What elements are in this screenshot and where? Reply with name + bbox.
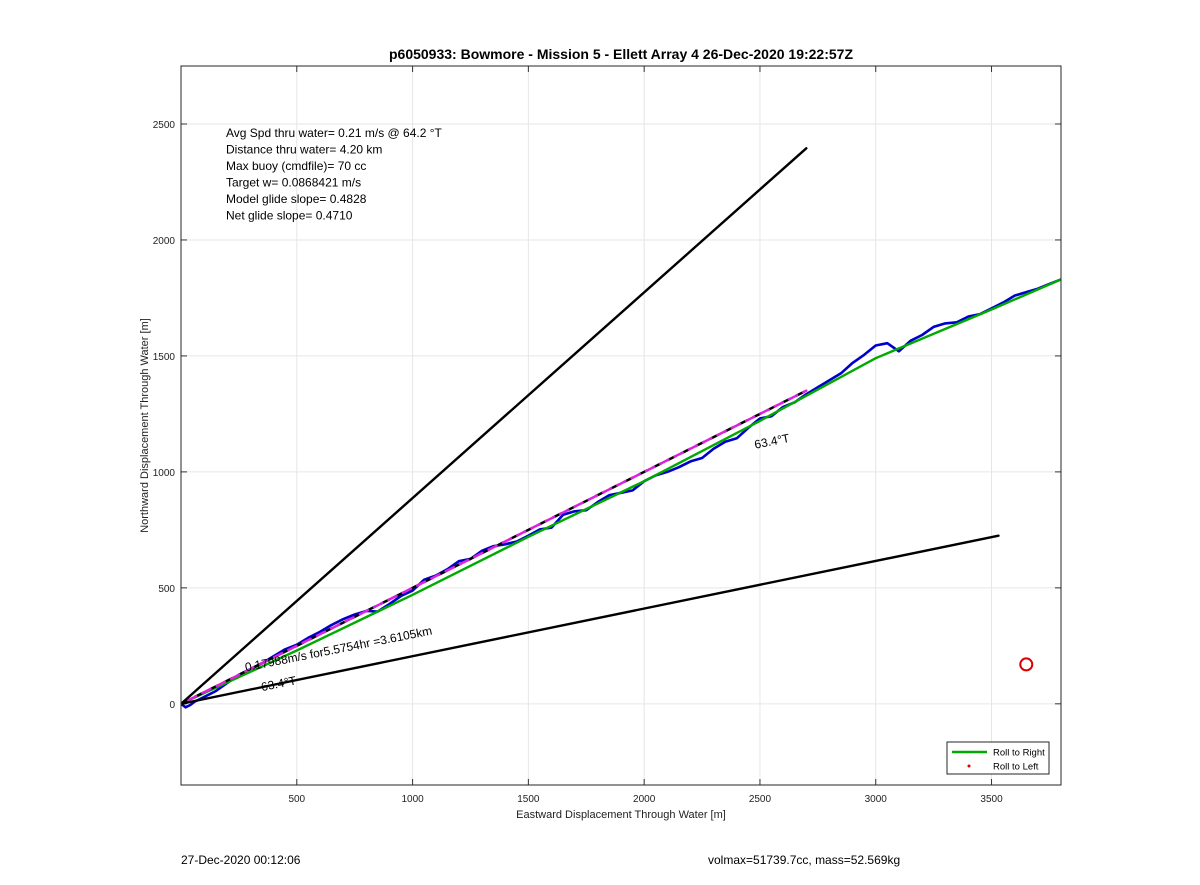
info-line-1: Distance thru water= 4.20 km [226, 143, 382, 157]
y-tick-label: 1500 [153, 352, 176, 363]
info-line-0: Avg Spd thru water= 0.21 m/s @ 64.2 °T [226, 126, 443, 140]
x-tick-label: 2500 [749, 794, 772, 805]
series-line-4 [181, 147, 808, 705]
y-tick-label: 1000 [153, 468, 176, 479]
x-tick-label: 2000 [633, 794, 656, 805]
y-tick-label: 0 [169, 700, 175, 711]
y-tick-label: 2500 [153, 120, 176, 131]
legend-swatch-dot [967, 764, 971, 768]
info-line-2: Max buoy (cmdfile)= 70 cc [226, 159, 366, 173]
footer-timestamp: 27-Dec-2020 00:12:06 [181, 853, 301, 867]
marker-circle [1019, 657, 1034, 672]
annotation-text-2: 63.4°T [753, 431, 791, 452]
y-axis-label: Northward Displacement Through Water [m] [139, 318, 151, 533]
legend-box [946, 741, 1050, 775]
annotation-text-1: 63.4°T [260, 673, 298, 694]
info-line-4: Model glide slope= 0.4828 [226, 192, 367, 206]
y-tick-label: 2000 [153, 236, 176, 247]
chart-title: p6050933: Bowmore - Mission 5 - Ellett A… [389, 46, 853, 62]
footer-stats: volmax=51739.7cc, mass=52.569kg [708, 853, 901, 867]
x-tick-label: 3000 [865, 794, 888, 805]
x-tick-label: 500 [288, 794, 305, 805]
series-line-1 [181, 278, 1061, 705]
x-axis-label: Eastward Displacement Through Water [m] [516, 809, 726, 821]
info-line-5: Net glide slope= 0.4710 [226, 209, 353, 223]
series-line-3 [181, 389, 808, 706]
plot-frame [180, 65, 1062, 786]
y-tick-label: 500 [158, 584, 175, 595]
legend-label: Roll to Right [993, 748, 1045, 759]
x-tick-label: 1000 [401, 794, 424, 805]
x-tick-label: 1500 [517, 794, 540, 805]
x-tick-label: 3500 [980, 794, 1003, 805]
info-line-3: Target w= 0.0868421 m/s [226, 176, 361, 190]
series-line-0 [181, 278, 1061, 709]
legend-label: Roll to Left [993, 762, 1039, 773]
series-line-5 [181, 534, 1000, 705]
